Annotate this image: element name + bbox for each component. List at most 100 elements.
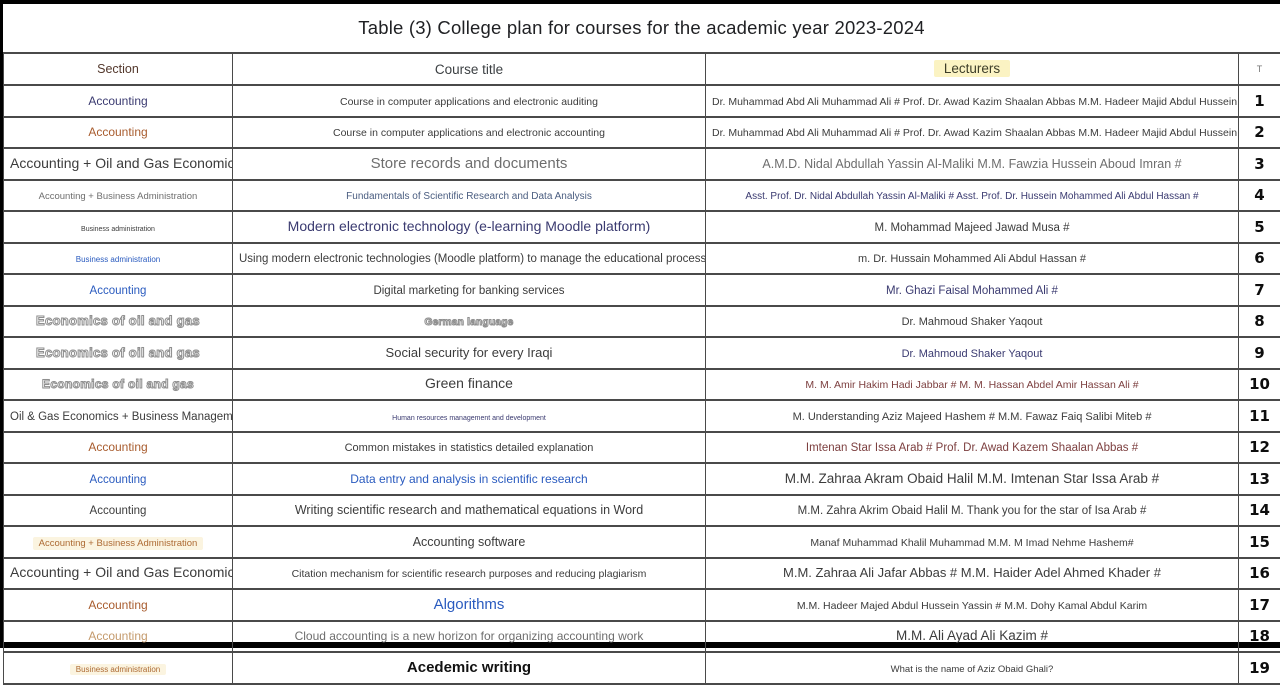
section-cell-text: Accounting + Business Administration bbox=[39, 191, 198, 202]
row-number-text: 15 bbox=[1249, 533, 1270, 551]
row-number: 17 bbox=[1239, 589, 1280, 621]
lecturers-cell-text: Dr. Mahmoud Shaker Yaqout bbox=[902, 316, 1043, 328]
course-cell: Accounting software bbox=[233, 526, 706, 558]
header-lecturers-highlight: Lecturers bbox=[934, 60, 1010, 77]
row-number: 7 bbox=[1239, 274, 1280, 306]
row-number-text: 4 bbox=[1254, 186, 1264, 204]
row-number: 19 bbox=[1239, 652, 1280, 684]
section-cell: Accounting bbox=[4, 621, 233, 653]
row-number: 2 bbox=[1239, 117, 1280, 149]
section-cell: Accounting + Business Administration bbox=[4, 526, 233, 558]
table-body: Accounting Course in computer application… bbox=[4, 85, 1280, 684]
section-cell: Economics of oil and gas bbox=[4, 369, 233, 401]
course-cell: Writing scientific research and mathemat… bbox=[233, 495, 706, 527]
row-number-text: 13 bbox=[1249, 470, 1270, 488]
lecturers-cell-text: Imtenan Star Issa Arab # Prof. Dr. Awad … bbox=[806, 442, 1138, 454]
row-number-text: 19 bbox=[1249, 659, 1270, 677]
section-cell: Accounting bbox=[4, 274, 233, 306]
lecturers-cell-text: Dr. Mahmoud Shaker Yaqout bbox=[902, 348, 1043, 360]
lecturers-cell-text: m. Dr. Hussain Mohammed Ali Abdul Hassan… bbox=[858, 253, 1086, 265]
section-cell: Economics of oil and gas bbox=[4, 306, 233, 338]
lecturers-cell: Mr. Ghazi Faisal Mohammed Ali # bbox=[706, 274, 1239, 306]
section-cell: Business administration bbox=[4, 652, 233, 684]
section-cell-text: Business administration bbox=[70, 664, 166, 675]
section-cell-text: Business administration bbox=[76, 255, 160, 264]
row-number-text: 18 bbox=[1249, 627, 1270, 645]
page: { "page": { "title": "Table (3) College … bbox=[0, 0, 1280, 648]
row-number: 9 bbox=[1239, 337, 1280, 369]
row-number-text: 7 bbox=[1254, 281, 1264, 299]
course-cell-text: Accounting software bbox=[413, 535, 526, 549]
row-number-text: 12 bbox=[1249, 438, 1270, 456]
course-cell: Fundamentals of Scientific Research and … bbox=[233, 180, 706, 212]
course-cell: Cloud accounting is a new horizon for or… bbox=[233, 621, 706, 653]
row-number: 14 bbox=[1239, 495, 1280, 527]
row-number-text: 11 bbox=[1249, 407, 1270, 425]
course-cell: Acedemic writing bbox=[233, 652, 706, 684]
section-cell: Accounting + Business Administration bbox=[4, 180, 233, 212]
table-row: Business administration Using modern elec… bbox=[4, 243, 1280, 275]
course-cell-text: Human resources management and developme… bbox=[392, 415, 546, 422]
section-cell: Accounting + Oil and Gas Economics bbox=[4, 558, 233, 590]
lecturers-cell: A.M.D. Nidal Abdullah Yassin Al-Maliki M… bbox=[706, 148, 1239, 180]
row-number-text: 3 bbox=[1254, 155, 1264, 173]
course-cell-text: Digital marketing for banking services bbox=[373, 285, 564, 297]
lecturers-cell-text: M.M. Zahraa Akram Obaid Halil M.M. Imten… bbox=[785, 471, 1159, 486]
header-lecturers: Lecturers bbox=[706, 53, 1239, 85]
course-cell: Data entry and analysis in scientific re… bbox=[233, 463, 706, 495]
row-number-text: 9 bbox=[1254, 344, 1264, 362]
course-cell-text: Course in computer applications and elec… bbox=[340, 96, 598, 108]
section-cell-text: Accounting bbox=[88, 125, 147, 139]
course-cell: Course in computer applications and elec… bbox=[233, 117, 706, 149]
row-number-text: 10 bbox=[1249, 375, 1270, 393]
section-cell-text: Accounting bbox=[88, 440, 147, 454]
section-cell-text: Accounting bbox=[90, 505, 147, 517]
course-cell: Algorithms bbox=[233, 589, 706, 621]
course-cell-text: Acedemic writing bbox=[407, 659, 531, 676]
lecturers-cell-text: M.M. Hadeer Majed Abdul Hussein Yassin #… bbox=[797, 600, 1147, 612]
lecturers-cell-text: Asst. Prof. Dr. Nidal Abdullah Yassin Al… bbox=[745, 191, 1198, 202]
lecturers-cell: M.M. Zahra Akrim Obaid Halil M. Thank yo… bbox=[706, 495, 1239, 527]
section-cell: Accounting bbox=[4, 495, 233, 527]
section-cell-text: Accounting bbox=[90, 474, 147, 486]
course-cell: Modern electronic technology (e-learning… bbox=[233, 211, 706, 243]
row-number: 13 bbox=[1239, 463, 1280, 495]
row-number: 8 bbox=[1239, 306, 1280, 338]
course-cell: Using modern electronic technologies (Mo… bbox=[233, 243, 706, 275]
section-cell-text: Accounting bbox=[90, 285, 147, 297]
table-row: Economics of oil and gas German language D… bbox=[4, 306, 1280, 338]
row-number-text: 8 bbox=[1254, 312, 1264, 330]
lecturers-cell: M. Understanding Aziz Majeed Hashem # M.… bbox=[706, 400, 1239, 432]
row-number-text: 6 bbox=[1254, 249, 1264, 267]
row-number: 3 bbox=[1239, 148, 1280, 180]
table-row: Oil & Gas Economics + Business Managemen… bbox=[4, 400, 1280, 432]
course-cell: Citation mechanism for scientific resear… bbox=[233, 558, 706, 590]
lecturers-cell-text: M.M. Ali Ayad Ali Kazim # bbox=[896, 628, 1048, 643]
course-cell: Green finance bbox=[233, 369, 706, 401]
row-number: 1 bbox=[1239, 85, 1280, 117]
course-cell-text: German language bbox=[425, 317, 514, 328]
section-cell-text: Economics of oil and gas bbox=[36, 345, 200, 360]
section-cell-text: Accounting bbox=[88, 94, 147, 108]
course-cell: Human resources management and developme… bbox=[233, 400, 706, 432]
lecturers-cell-text: A.M.D. Nidal Abdullah Yassin Al-Maliki M… bbox=[762, 157, 1181, 171]
section-cell: Accounting + Oil and Gas Economics bbox=[4, 148, 233, 180]
page-title: Table (3) College plan for courses for t… bbox=[3, 4, 1280, 52]
course-cell-text: Data entry and analysis in scientific re… bbox=[350, 472, 587, 486]
section-cell-text: Economics of oil and gas bbox=[42, 377, 194, 391]
section-cell-text: Oil & Gas Economics + Business Managemen… bbox=[10, 411, 233, 423]
course-cell-text: Writing scientific research and mathemat… bbox=[295, 503, 643, 517]
row-number: 11 bbox=[1239, 400, 1280, 432]
course-cell-text: Using modern electronic technologies (Mo… bbox=[239, 253, 706, 265]
course-cell: Store records and documents bbox=[233, 148, 706, 180]
row-number-text: 5 bbox=[1254, 218, 1264, 236]
section-cell: Accounting bbox=[4, 432, 233, 464]
lecturers-cell: Dr. Mahmoud Shaker Yaqout bbox=[706, 337, 1239, 369]
section-cell: Oil & Gas Economics + Business Managemen… bbox=[4, 400, 233, 432]
lecturers-cell: Manaf Muhammad Khalil Muhammad M.M. M Im… bbox=[706, 526, 1239, 558]
table-row: Accounting Course in computer application… bbox=[4, 85, 1280, 117]
